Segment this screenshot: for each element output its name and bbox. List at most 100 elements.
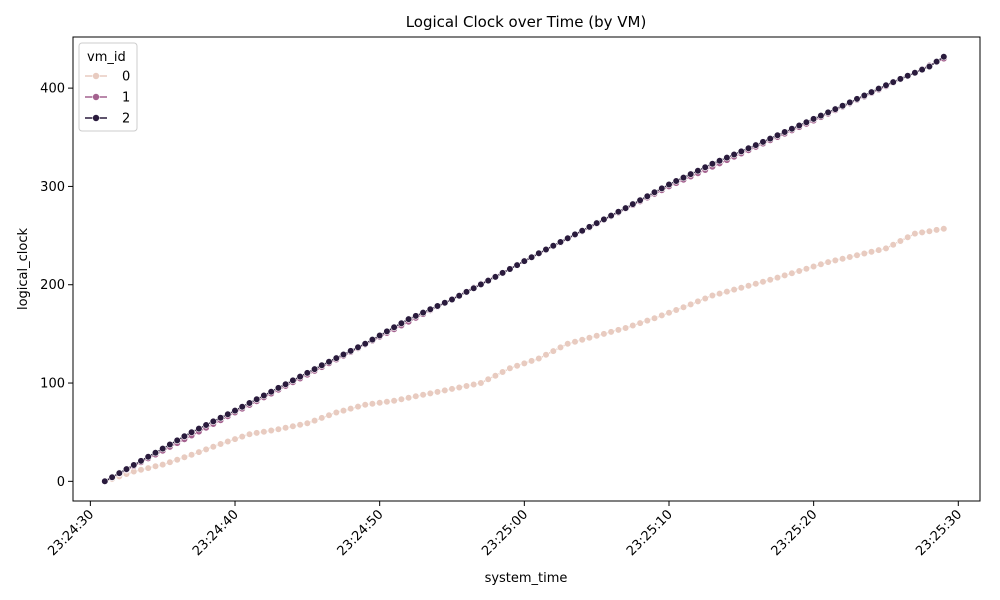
series-0-point: [679, 303, 688, 311]
series-2-point: [224, 410, 232, 418]
legend-frame: [78, 42, 138, 132]
series-0-point: [499, 368, 507, 376]
y-tick-label: 300: [40, 180, 65, 195]
legend-label-2: 2: [122, 112, 130, 127]
series-0-point: [911, 230, 919, 238]
series-0-point: [882, 244, 890, 252]
series-2-point: [882, 81, 890, 89]
series-0-point: [629, 321, 637, 330]
series-0-point: [904, 233, 912, 241]
series-0-point: [600, 330, 608, 338]
series-0-point: [231, 435, 239, 443]
series-0-point: [224, 437, 232, 446]
series-2-point: [188, 428, 196, 436]
series-0-point: [838, 255, 847, 263]
series-2-point: [846, 98, 854, 106]
series-0-point: [875, 246, 883, 254]
series-0-point: [180, 453, 188, 461]
series-2-point: [376, 331, 384, 340]
series-2-point: [267, 388, 275, 396]
series-0-point: [708, 291, 717, 300]
series-2-point: [549, 242, 557, 250]
series-0-point: [397, 395, 406, 403]
series-0-point: [585, 334, 594, 342]
series-0-point: [209, 443, 217, 451]
series-0-point: [802, 265, 811, 273]
series-0-point: [137, 466, 145, 474]
series-2-point: [173, 436, 181, 445]
series-0-point: [715, 290, 724, 298]
series-0-point: [744, 282, 753, 290]
series-2-point: [122, 465, 131, 473]
series-2-point: [744, 144, 753, 152]
series-0-point: [607, 328, 615, 336]
series-0-point: [556, 343, 565, 352]
series-0-point: [245, 430, 254, 438]
series-2-point: [260, 391, 268, 400]
series-0-point: [491, 372, 500, 380]
series-2-point: [853, 95, 861, 103]
series-2-point: [687, 170, 695, 178]
legend-marker-2: [92, 114, 100, 122]
series-0-point: [318, 414, 326, 422]
series-0-point: [701, 294, 709, 303]
legend-marker-1: [92, 93, 100, 101]
series-0-point: [325, 411, 333, 419]
series-0-point: [289, 422, 297, 430]
series-0-point: [166, 458, 174, 466]
series-0-point: [238, 433, 246, 441]
series-0-point: [253, 429, 261, 437]
series-2-point: [231, 407, 239, 415]
series-2-point: [448, 295, 456, 304]
series-2-point: [303, 369, 311, 377]
series-0-point: [339, 407, 348, 415]
series-2-point: [867, 88, 876, 96]
series-2-point: [527, 253, 536, 261]
series-0-point: [332, 408, 340, 417]
series-0-point: [542, 351, 550, 359]
series-0-point: [621, 324, 630, 332]
series-2-point: [137, 457, 145, 465]
series-2-point: [520, 257, 528, 265]
series-2-point: [361, 340, 369, 348]
series-2-point: [289, 376, 297, 385]
series-2-point: [535, 249, 543, 257]
series-0-point: [303, 419, 311, 427]
series-0-point: [202, 445, 210, 454]
series-2-point: [795, 121, 803, 130]
series-2-point: [238, 403, 246, 411]
x-tick-label: 23:24:30: [45, 507, 97, 559]
x-tick-label: 23:25:00: [479, 507, 531, 559]
series-0-point: [188, 451, 196, 459]
x-tick-label: 23:24:40: [190, 507, 242, 559]
series-0-point: [361, 401, 369, 409]
series-2-point: [368, 336, 377, 344]
series-2-point: [202, 421, 210, 429]
series-2-point: [585, 223, 594, 231]
series-2-point: [405, 315, 413, 323]
series-0-point: [448, 385, 456, 393]
series-2-point: [506, 265, 514, 273]
series-2-point: [730, 150, 738, 159]
series-0-point: [643, 317, 651, 325]
series-2-point: [195, 425, 203, 433]
series-2-point: [325, 358, 333, 366]
series-0-point: [831, 256, 839, 265]
series-2-point: [911, 69, 919, 77]
x-tick-label: 23:24:50: [335, 507, 387, 559]
x-tick-label: 23:25:10: [624, 507, 676, 559]
series-2-point: [723, 154, 731, 162]
series-2-point: [766, 135, 774, 143]
series-0-point: [672, 306, 680, 314]
series-2-point: [904, 72, 912, 80]
series-2-point: [831, 105, 839, 113]
series-2-point: [715, 157, 724, 165]
series-0-point: [867, 248, 876, 256]
series-0-point: [593, 332, 601, 340]
series-2-point: [593, 219, 601, 227]
series-2-point: [643, 192, 651, 200]
series-2-point: [752, 141, 760, 149]
series-0-point: [665, 309, 673, 317]
series-0-point: [144, 464, 152, 472]
y-tick-label: 200: [40, 278, 65, 293]
